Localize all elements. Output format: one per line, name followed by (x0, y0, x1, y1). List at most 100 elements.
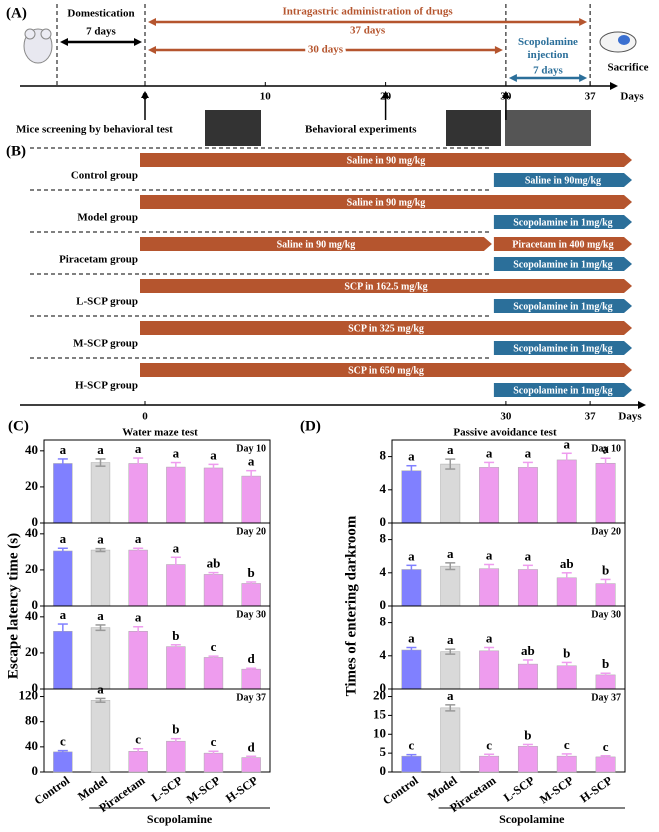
y-tick-label: 5 (380, 744, 387, 759)
day-label: Day 20 (236, 526, 266, 537)
period-arrow-head (494, 46, 503, 54)
error-bar (133, 457, 144, 470)
error-bar (600, 457, 611, 469)
bar (166, 740, 186, 773)
day-label: Day 30 (236, 609, 266, 620)
error-bar (561, 661, 572, 670)
bar (440, 565, 461, 607)
bar (90, 627, 111, 690)
x-tick-label: M-SCP (537, 773, 576, 806)
bar (595, 756, 616, 773)
bar (401, 755, 422, 773)
error-bar (133, 547, 144, 553)
significance-letter: a (97, 442, 104, 457)
significance-letter: ab (521, 643, 535, 658)
bar (90, 549, 111, 607)
label: 7 days (533, 65, 563, 77)
error-bar (484, 646, 495, 655)
error-bar (600, 578, 611, 589)
significance-letter: a (135, 610, 142, 625)
error-bar (445, 562, 456, 571)
error-bar (445, 704, 456, 712)
bar (241, 757, 261, 773)
error-bar (57, 547, 68, 555)
x-tick-label: L-SCP (501, 773, 537, 804)
error-bar (170, 556, 181, 573)
y-tick-label: 0 (32, 597, 39, 612)
significance-letter: a (486, 630, 493, 645)
schedule-arrow (493, 299, 632, 313)
significance-letter: b (602, 656, 609, 671)
label: 30 days (308, 44, 344, 56)
arrow-label: Scopolamine in 1mg/kg (513, 301, 612, 312)
arrow-label: Scopolamine in 1mg/kg (513, 217, 612, 228)
y-tick-label: 8 (380, 531, 387, 546)
error-bar (170, 461, 181, 473)
y-tick-label: 40 (25, 442, 38, 457)
bar (203, 574, 224, 607)
arrow-label: Scopolamine in 1mg/kg (513, 259, 612, 270)
y-tick-label: 4 (380, 481, 387, 496)
bar (241, 475, 261, 524)
significance-letter: c (135, 732, 141, 747)
timeline-tick-label: 10 (260, 91, 272, 103)
label: Scopolamine injection (518, 36, 578, 61)
y-tick-label: 0 (380, 597, 387, 612)
error-bar (445, 648, 456, 655)
mouse-icon (599, 31, 637, 53)
significance-letter: b (172, 722, 179, 737)
arrow-label: Piracetam in 400 mg/kg (512, 239, 613, 250)
schedule-arrow (493, 341, 632, 355)
schedule-arrow (140, 237, 492, 251)
bar (90, 700, 111, 773)
error-bar (95, 547, 106, 553)
up-arrow-head (141, 91, 149, 98)
bar (479, 467, 500, 524)
significance-letter: a (97, 608, 104, 623)
photo (446, 110, 501, 146)
error-bar (406, 464, 417, 477)
y-axis-title: Escape latency time (s) (5, 533, 21, 679)
label: Days (620, 91, 644, 103)
period-arrow-head (148, 46, 156, 54)
chart-title: Passive avoidance test (453, 427, 557, 439)
error-bar (170, 737, 181, 745)
significance-letter: b (563, 645, 570, 660)
bar (479, 650, 500, 690)
arrow-label: SCP in 325 mg/kg (348, 323, 424, 334)
y-tick-label: 0 (32, 514, 39, 529)
bar (440, 463, 461, 524)
error-bar (406, 753, 417, 759)
y-tick-label: 8 (380, 614, 387, 629)
label: Sacrifice (608, 62, 649, 74)
error-bar (208, 655, 219, 660)
arrow-label: Saline in 90 mg/kg (347, 155, 426, 166)
error-bar (57, 623, 68, 640)
error-bar (484, 563, 495, 574)
timeline-tick-label: 37 (585, 411, 597, 423)
significance-letter: c (60, 734, 66, 749)
schedule-arrow (140, 321, 632, 335)
y-tick-label: 20 (25, 644, 38, 659)
up-arrow-head (381, 91, 390, 98)
error-bar (95, 624, 106, 632)
up-arrow-head (501, 91, 510, 98)
timeline-tick-label: 0 (142, 411, 148, 423)
significance-letter: a (447, 546, 454, 561)
bar (53, 463, 73, 524)
error-bar (246, 667, 257, 671)
x-tick-label: H-SCP (223, 773, 261, 805)
error-bar (484, 753, 495, 759)
significance-letter: a (210, 447, 217, 462)
significance-letter: a (602, 441, 609, 456)
day-label: Day 10 (591, 443, 621, 454)
x-tick-label: M-SCP (184, 773, 223, 806)
significance-letter: a (408, 548, 415, 563)
admin-arrow-head (148, 18, 156, 26)
bar (401, 569, 422, 607)
significance-letter: b (524, 727, 531, 742)
significance-letter: a (486, 547, 493, 562)
panel-label: (C) (8, 418, 29, 434)
significance-letter: a (60, 531, 67, 546)
